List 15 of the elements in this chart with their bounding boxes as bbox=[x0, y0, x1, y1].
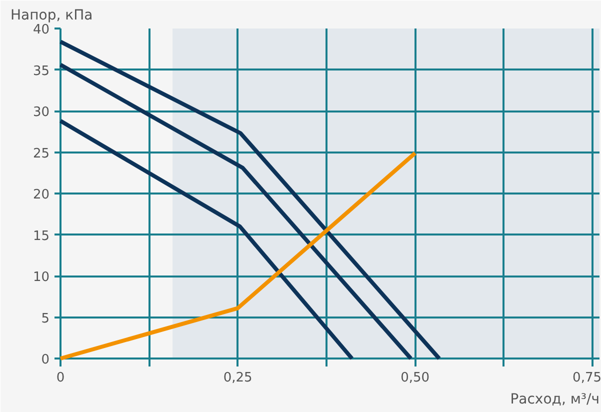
x-axis-title: Расход, м³/ч bbox=[510, 392, 600, 408]
y-tick-label: 15 bbox=[32, 228, 50, 244]
x-tick-label: 0 bbox=[56, 370, 65, 386]
x-tick-label: 0,75 bbox=[572, 370, 601, 386]
y-tick-label: 40 bbox=[32, 22, 50, 38]
y-tick-label: 30 bbox=[32, 105, 50, 120]
y-tick-label: 0 bbox=[41, 352, 50, 368]
y-axis-title: Напор, кПа bbox=[10, 8, 93, 24]
y-tick-label: 20 bbox=[32, 188, 50, 202]
x-tick-label: 0,50 bbox=[400, 370, 430, 386]
y-tick-label: 5 bbox=[41, 311, 50, 326]
y-tick-label: 25 bbox=[32, 146, 50, 162]
y-tick-label: 35 bbox=[32, 64, 50, 79]
y-tick-label: 10 bbox=[32, 270, 50, 285]
x-tick-label: 0,25 bbox=[223, 370, 252, 386]
